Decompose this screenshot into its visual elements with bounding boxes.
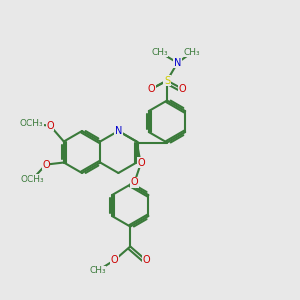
Text: O: O (137, 158, 145, 167)
Text: CH₃: CH₃ (151, 48, 168, 57)
Text: O: O (42, 160, 50, 170)
Text: CH₃: CH₃ (184, 48, 200, 57)
Text: O: O (130, 178, 138, 188)
Text: O: O (179, 84, 187, 94)
Text: CH₃: CH₃ (89, 266, 106, 275)
Text: OCH₃: OCH₃ (20, 175, 44, 184)
Text: O: O (147, 84, 155, 94)
Text: OCH₃: OCH₃ (20, 119, 43, 128)
Text: N: N (174, 58, 181, 68)
Text: O: O (142, 255, 150, 265)
Text: O: O (46, 121, 54, 131)
Text: N: N (115, 126, 122, 136)
Text: S: S (164, 76, 170, 85)
Text: O: O (111, 255, 118, 265)
